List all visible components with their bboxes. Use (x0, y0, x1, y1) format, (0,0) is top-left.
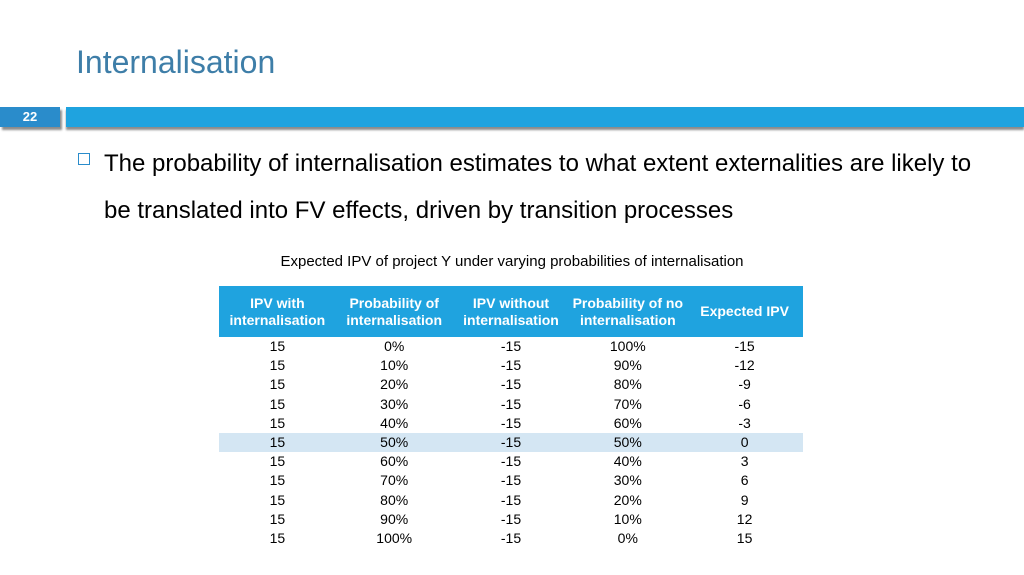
header-expected-ipv: Expected IPV (686, 286, 803, 337)
table-cell: 15 (269, 472, 286, 489)
table-cell: 0% (384, 338, 405, 355)
header-accent-bar (66, 107, 1024, 127)
table-cell: 80% (613, 376, 642, 393)
table-cell: 100% (376, 529, 413, 546)
table-cell: 15 (269, 510, 286, 527)
table-cell: 90% (380, 510, 409, 527)
table-cell: -15 (734, 338, 755, 355)
table-cell: 80% (380, 491, 409, 508)
table-cell: -15 (452, 432, 570, 453)
table-cell: 10% (613, 510, 642, 527)
table-cell: -9 (738, 376, 751, 393)
header-prob-no-internalisation: Probability of no internalisation (569, 286, 687, 337)
table-cell: 6 (740, 472, 749, 489)
table-row: 15 100% -15 0% 15 (219, 529, 803, 548)
table-cell: -15 (500, 529, 522, 546)
header-prob-internalisation: Probability of internalisation (335, 286, 453, 337)
table-cell: 50% (569, 432, 687, 453)
square-bullet-icon (78, 153, 90, 165)
table-cell: 20% (380, 376, 409, 393)
table-cell: 3 (740, 453, 749, 470)
table-cell: -15 (500, 395, 522, 412)
table-row: 15 0% -15 100% -15 (219, 337, 803, 356)
table-cell: 15 (736, 529, 753, 546)
table-cell: -15 (500, 357, 522, 374)
table-row: 15 20% -15 80% -9 (219, 375, 803, 394)
table-caption: Expected IPV of project Y under varying … (280, 253, 744, 270)
table-cell: 60% (613, 414, 642, 431)
table-cell: 40% (613, 453, 642, 470)
table-cell: 15 (269, 491, 286, 508)
table-row: 15 30% -15 70% -6 (219, 395, 803, 414)
table-cell: -15 (500, 510, 522, 527)
table-cell: 50% (335, 432, 453, 453)
table-row: 15 80% -15 20% 9 (219, 491, 803, 510)
table-cell: 30% (613, 472, 642, 489)
table-cell: 15 (269, 376, 286, 393)
table-row: 15 40% -15 60% -3 (219, 414, 803, 433)
slide-number-bar (0, 107, 60, 127)
table-row: 15 10% -15 90% -12 (219, 356, 803, 375)
table-cell: -15 (500, 472, 522, 489)
table-cell: 30% (380, 395, 409, 412)
table-cell: 20% (613, 491, 642, 508)
table-cell: -15 (500, 376, 522, 393)
table-cell: 70% (613, 395, 642, 412)
table-cell: 15 (269, 453, 286, 470)
table-cell: 9 (740, 491, 749, 508)
table-cell: 15 (219, 432, 336, 453)
table-cell: 100% (609, 338, 646, 355)
table-cell: 70% (380, 472, 409, 489)
table-cell: 10% (380, 357, 409, 374)
table-cell: -15 (500, 338, 522, 355)
table-cell: 90% (613, 357, 642, 374)
table-header-row: IPV with internalisation Probability of … (219, 286, 803, 337)
bullet-text: The probability of internalisation estim… (104, 150, 972, 224)
table-cell: 40% (380, 414, 409, 431)
table-cell: -15 (500, 491, 522, 508)
table-cell: 12 (736, 510, 753, 527)
header-ipv-without: IPV without internalisation (452, 286, 570, 337)
table-cell: 15 (269, 338, 286, 355)
table-cell: -6 (738, 395, 751, 412)
table-cell: 0 (686, 432, 803, 453)
table-row: 15 70% -15 30% 6 (219, 471, 803, 490)
table-cell: 15 (269, 357, 286, 374)
table-body: 15 0% -15 100% -15 15 10% -15 90% -12 15 20% -15 80% -… (219, 337, 803, 548)
table-row: 15 50% -15 50% 0 (219, 432, 803, 453)
table-row: 15 60% -15 40% 3 (219, 452, 803, 471)
table-cell: -12 (734, 357, 755, 374)
table-cell: 0% (617, 529, 638, 546)
table-cell: -15 (500, 414, 522, 431)
table-row: 15 90% -15 10% 12 (219, 510, 803, 529)
slide-title: Internalisation (76, 44, 276, 80)
table-cell: 15 (269, 395, 286, 412)
slide-number: 22 (22, 109, 38, 124)
table-cell: 60% (380, 453, 409, 470)
header-ipv-with: IPV with internalisation (219, 286, 336, 337)
expected-ipv-table: IPV with internalisation Probability of … (219, 286, 803, 548)
table-cell: -15 (500, 453, 522, 470)
table-cell: 15 (269, 529, 286, 546)
table-cell: -3 (738, 414, 751, 431)
table-cell: 15 (269, 414, 286, 431)
